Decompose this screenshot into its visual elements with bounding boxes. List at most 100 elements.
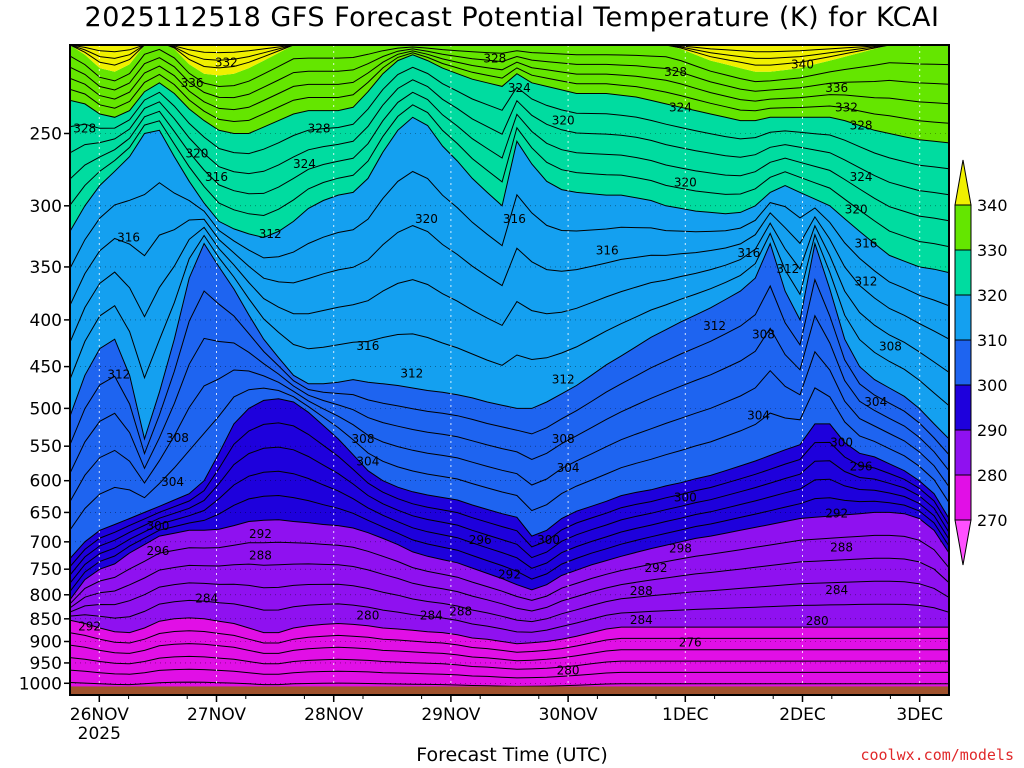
contour-line — [70, 511, 949, 600]
contour-label: 324 — [508, 81, 531, 95]
colorbar: 270 280 290 300 310 320 330 340 — [954, 159, 1008, 566]
x-tick-label: 27NOV — [187, 705, 246, 725]
contour-line — [70, 45, 949, 69]
y-tick-label: 700 — [30, 533, 62, 553]
contour-label: 312 — [552, 373, 575, 387]
contour-line — [70, 66, 949, 170]
colorbar-label: 340 — [977, 196, 1008, 215]
contour-label: 292 — [249, 527, 272, 541]
contour-label: 328 — [308, 122, 331, 136]
colorbar-label: 330 — [977, 241, 1008, 260]
contour-line — [70, 116, 949, 274]
x-tick-sublabel: 2025 — [78, 724, 121, 744]
contour-label: 288 — [249, 549, 272, 563]
colorbar-bin — [954, 204, 972, 251]
colorbar-label: 290 — [977, 421, 1008, 440]
contour-label: 312 — [400, 367, 423, 381]
colorbar-bin — [954, 519, 972, 566]
contour-label: 328 — [73, 122, 96, 136]
y-tick-label: 600 — [30, 472, 62, 492]
contour-label: 332 — [215, 55, 238, 69]
contour-label: 328 — [850, 118, 873, 132]
contour-label: 312 — [259, 227, 282, 241]
y-tick-label: 1000 — [19, 674, 62, 694]
contour-label: 292 — [645, 561, 668, 575]
contour-label: 292 — [78, 620, 101, 634]
contour-label: 304 — [747, 408, 770, 422]
contour-label: 284 — [630, 613, 653, 627]
colorbar-bin — [954, 474, 972, 521]
contour-label: 300 — [146, 519, 169, 533]
y-tick-label: 800 — [30, 586, 62, 606]
contour-label: 300 — [830, 436, 853, 450]
contour-label: 284 — [195, 592, 218, 606]
contour-label: 296 — [146, 544, 169, 558]
contour-label: 316 — [737, 246, 760, 260]
y-tick-label: 450 — [30, 358, 62, 378]
contour-label: 340 — [791, 57, 814, 71]
contour-label: 336 — [181, 76, 204, 90]
contour-line — [70, 470, 949, 584]
fill-band — [70, 45, 949, 143]
watermark-link[interactable]: coolwx.com/models — [860, 746, 1014, 764]
contour-label: 284 — [420, 609, 443, 623]
contour-label: 312 — [776, 262, 799, 276]
fill-band — [70, 617, 949, 695]
contour-line — [70, 232, 949, 406]
contour-label: 284 — [825, 583, 848, 597]
contour-line — [70, 534, 949, 605]
contour-line — [70, 580, 949, 623]
contour-label: 276 — [679, 635, 702, 649]
contour-label: 296 — [850, 460, 873, 474]
contour-label: 320 — [415, 212, 438, 226]
contour-label: 300 — [537, 533, 560, 547]
contour-line — [70, 91, 949, 222]
contour-label: 312 — [703, 319, 726, 333]
contour-label: 292 — [498, 567, 521, 581]
ground-fill — [70, 686, 949, 695]
contour-label: 288 — [449, 604, 472, 618]
grid-lines — [70, 45, 949, 695]
contour-label: 328 — [483, 52, 506, 66]
page-title: 2025112518 GFS Forecast Potential Temper… — [84, 2, 940, 33]
contour-label: 288 — [630, 584, 653, 598]
colorbar-label: 270 — [977, 511, 1008, 530]
y-tick-label: 900 — [30, 632, 62, 652]
contour-label: 324 — [669, 100, 692, 114]
contour-label: 320 — [186, 147, 209, 161]
colorbar-label: 320 — [977, 286, 1008, 305]
plot-frame — [69, 44, 950, 696]
colorbar-bin — [954, 429, 972, 476]
y-tick-label: 250 — [30, 124, 62, 144]
contour-label: 324 — [293, 157, 316, 171]
x-tick-label: 2DEC — [779, 705, 826, 725]
contour-line — [70, 50, 949, 111]
colorbar-bin — [954, 294, 972, 341]
contour-label: 288 — [830, 540, 853, 554]
y-tick-label: 850 — [30, 610, 62, 630]
contour-label: 296 — [469, 533, 492, 547]
contour-labels: 336 332 328 320 316 328 324 328 324 320 328 324 340 3… — [73, 52, 902, 678]
y-tick-label: 650 — [30, 503, 62, 523]
contour-line — [70, 46, 949, 88]
contour-label: 316 — [205, 170, 228, 184]
contour-label: 312 — [107, 367, 130, 381]
fill-band — [70, 54, 949, 273]
contour-label: 308 — [352, 432, 375, 446]
contour-label: 298 — [669, 542, 692, 556]
contour-line — [70, 241, 949, 441]
colorbar-label: 310 — [977, 331, 1008, 350]
contour-label: 304 — [557, 461, 580, 475]
contour-label: 280 — [557, 663, 580, 677]
contour-label: 280 — [356, 609, 379, 623]
contour-label: 316 — [503, 212, 526, 226]
contour-label: 328 — [664, 65, 687, 79]
x-tick-label: 3DEC — [896, 705, 943, 725]
contour-label: 324 — [850, 170, 873, 184]
y-tick-label: 500 — [30, 399, 62, 419]
contour-line — [70, 45, 949, 61]
contour-label: 316 — [596, 244, 619, 258]
y-tick-label: 750 — [30, 560, 62, 580]
y-tick-label: 400 — [30, 311, 62, 331]
